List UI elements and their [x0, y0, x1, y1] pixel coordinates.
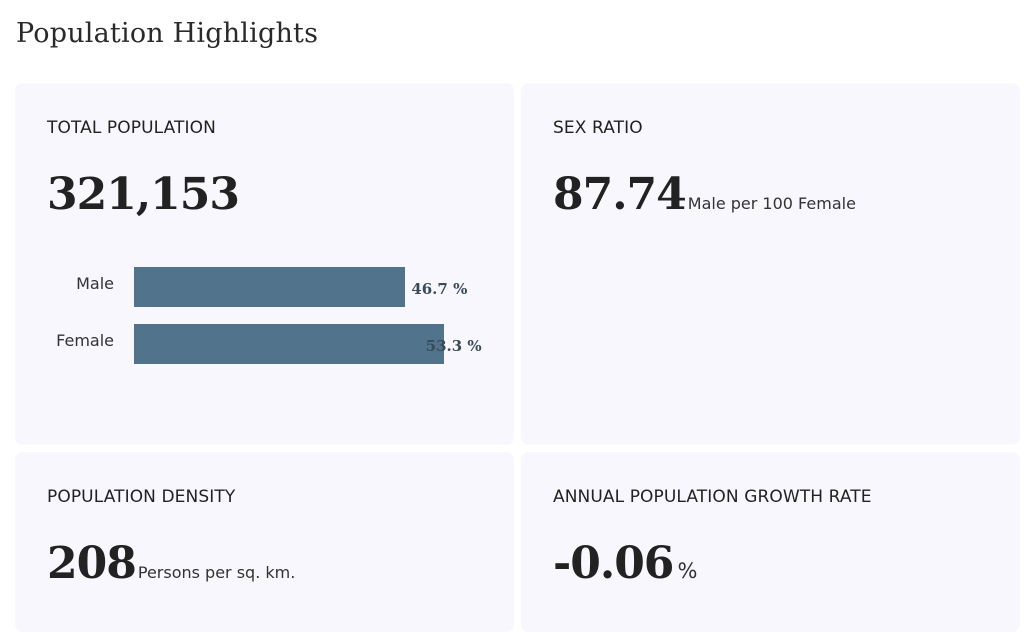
- male-bar-value: 46.7 %: [411, 280, 468, 298]
- sex-ratio-label: SEX RATIO: [553, 118, 643, 138]
- growth-rate-value: -0.06: [553, 538, 674, 589]
- population-density-value-wrap: 208 Persons per sq. km.: [47, 538, 295, 589]
- sex-ratio-value: 87.74: [553, 169, 687, 220]
- total-population-label: TOTAL POPULATION: [47, 118, 216, 138]
- growth-rate-label: ANNUAL POPULATION GROWTH RATE: [553, 487, 872, 507]
- sex-ratio-value-wrap: 87.74 Male per 100 Female: [553, 169, 856, 220]
- total-population-value-wrap: 321,153: [47, 169, 240, 220]
- total-population-card: TOTAL POPULATION 321,153 Male 46.7 % Fem…: [15, 83, 514, 445]
- male-bar[interactable]: [134, 267, 406, 307]
- female-bar-label: Female: [56, 331, 114, 350]
- population-density-label: POPULATION DENSITY: [47, 487, 236, 507]
- total-population-value: 321,153: [47, 169, 240, 220]
- male-bar-label: Male: [76, 274, 114, 293]
- growth-rate-card: ANNUAL POPULATION GROWTH RATE -0.06%: [521, 452, 1020, 632]
- sex-ratio-card: SEX RATIO 87.74 Male per 100 Female: [521, 83, 1020, 445]
- male-bar-row: Male 46.7 %: [15, 267, 514, 307]
- female-bar-value: 53.3 %: [425, 337, 482, 355]
- female-bar[interactable]: [134, 324, 444, 364]
- growth-rate-value-wrap: -0.06%: [553, 538, 697, 589]
- sex-ratio-unit: Male per 100 Female: [687, 194, 856, 213]
- female-bar-row: Female 53.3 %: [15, 324, 514, 364]
- population-density-card: POPULATION DENSITY 208 Persons per sq. km…: [15, 452, 514, 632]
- population-density-unit: Persons per sq. km.: [137, 563, 296, 582]
- page-title: Population Highlights: [16, 18, 319, 49]
- growth-rate-unit: %: [677, 559, 698, 583]
- population-density-value: 208: [47, 538, 137, 589]
